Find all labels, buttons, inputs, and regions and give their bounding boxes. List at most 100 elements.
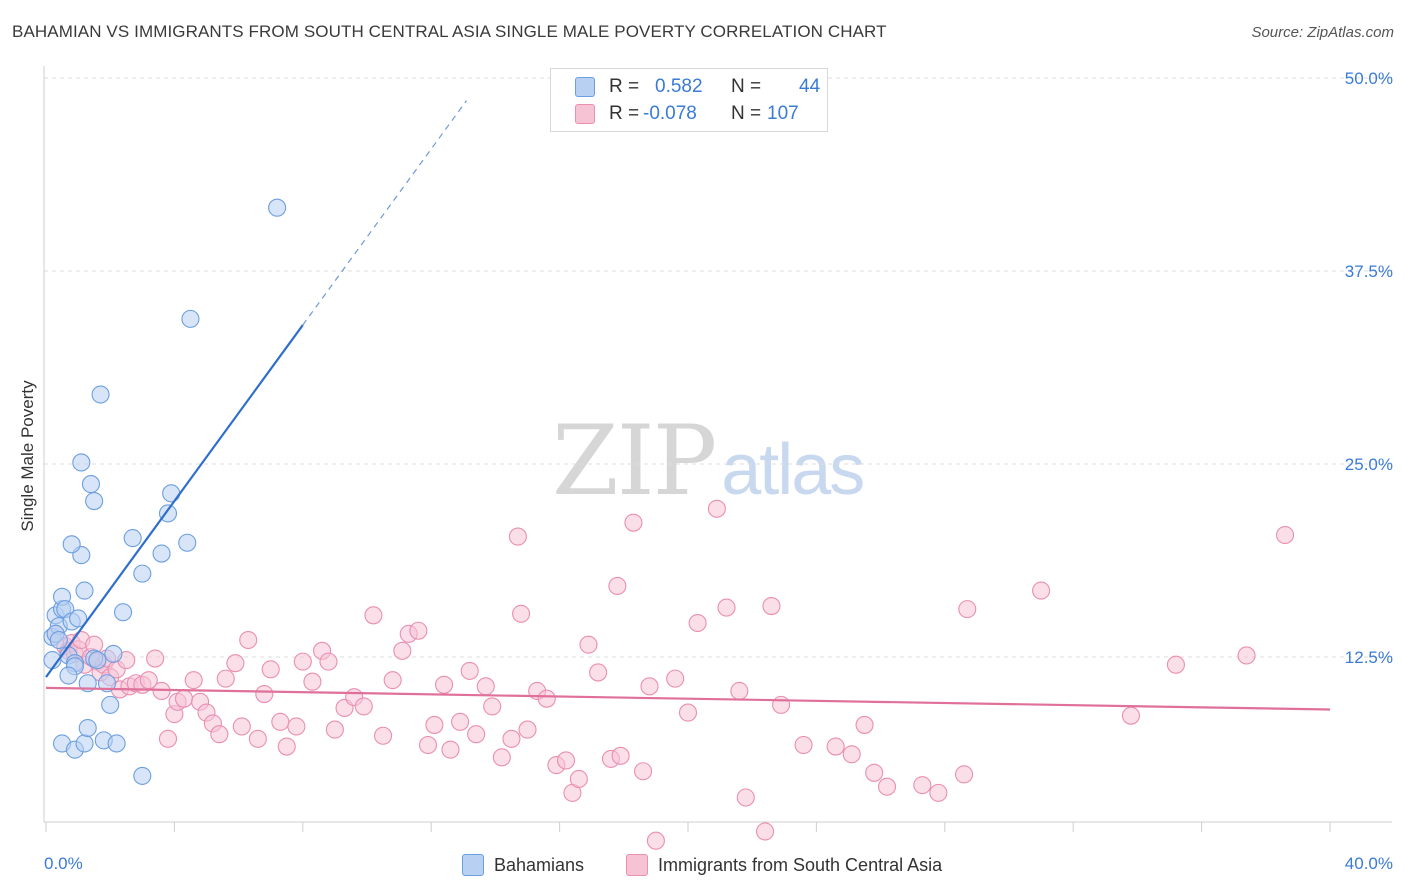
legend-swatch-pink bbox=[575, 104, 595, 124]
data-point-immigrants bbox=[589, 663, 608, 682]
data-point-immigrants bbox=[537, 689, 556, 708]
data-point-immigrants bbox=[1121, 706, 1141, 725]
data-point-immigrants bbox=[216, 669, 235, 688]
trend-line-immigrants bbox=[45, 686, 1331, 711]
data-point-bahamians bbox=[178, 533, 197, 552]
data-point-immigrants bbox=[958, 600, 977, 619]
data-point-immigrants bbox=[261, 660, 280, 679]
data-point-immigrants bbox=[1276, 525, 1295, 545]
data-point-bahamians bbox=[101, 695, 120, 714]
legend-n-value-1: 44 bbox=[799, 76, 821, 97]
data-point-immigrants bbox=[877, 777, 897, 796]
data-point-immigrants bbox=[730, 681, 749, 701]
y-tick-label: 37.5% bbox=[1345, 262, 1393, 281]
axes bbox=[43, 66, 1392, 832]
data-point-bahamians bbox=[78, 718, 97, 738]
bottom-legend-immigrants: Immigrants from South Central Asia bbox=[626, 852, 942, 878]
data-point-immigrants bbox=[210, 725, 229, 744]
data-point-immigrants bbox=[794, 735, 813, 755]
data-point-bahamians bbox=[113, 603, 133, 622]
data-point-bahamians bbox=[181, 309, 200, 328]
watermark: ZIPatlas bbox=[552, 405, 865, 517]
data-point-bahamians bbox=[59, 666, 78, 685]
data-point-immigrants bbox=[393, 641, 412, 660]
data-point-immigrants bbox=[248, 729, 267, 748]
data-point-bahamians bbox=[133, 564, 152, 583]
bottom-swatch-blue bbox=[462, 854, 484, 876]
data-point-immigrants bbox=[762, 596, 781, 616]
data-point-immigrants bbox=[441, 740, 460, 759]
data-point-immigrants bbox=[232, 717, 251, 736]
data-point-immigrants bbox=[955, 765, 974, 784]
bottom-swatch-pink bbox=[626, 854, 648, 876]
data-point-bahamians bbox=[72, 453, 91, 472]
trend-line-bahamians-extension bbox=[302, 100, 467, 326]
trend-lines bbox=[45, 100, 1331, 711]
legend-r-label-2: R = bbox=[609, 103, 640, 124]
data-point-immigrants bbox=[929, 783, 948, 802]
data-point-immigrants bbox=[287, 717, 306, 736]
data-point-immigrants bbox=[717, 598, 736, 617]
data-point-immigrants bbox=[271, 712, 290, 731]
data-point-bahamians bbox=[62, 535, 81, 554]
data-point-immigrants bbox=[303, 672, 322, 691]
data-point-immigrants bbox=[1166, 655, 1185, 674]
data-point-bahamians bbox=[85, 492, 104, 511]
data-point-immigrants bbox=[842, 745, 861, 764]
data-point-immigrants bbox=[325, 720, 344, 739]
data-point-immigrants bbox=[688, 613, 707, 633]
data-point-immigrants bbox=[634, 762, 653, 781]
data-point-immigrants bbox=[158, 729, 178, 748]
legend-r-value-1: 0.582 bbox=[655, 76, 703, 97]
legend-n-label: N = bbox=[731, 76, 762, 97]
data-point-bahamians bbox=[75, 734, 94, 753]
data-point-immigrants bbox=[226, 654, 245, 673]
correlation-legend: R = 0.582 N = 44 R = -0.078 N = 107 bbox=[550, 68, 828, 132]
tick-labels: 12.5% 25.0% 37.5% 50.0% 0.0% 40.0% bbox=[44, 69, 1393, 873]
data-point-bahamians bbox=[88, 651, 107, 670]
data-point-bahamians bbox=[123, 529, 142, 548]
data-point-bahamians bbox=[81, 475, 100, 494]
gridlines bbox=[44, 77, 1392, 658]
data-point-immigrants bbox=[434, 675, 454, 694]
data-point-bahamians bbox=[69, 609, 88, 628]
data-point-immigrants bbox=[418, 735, 438, 755]
data-point-bahamians bbox=[97, 674, 117, 693]
data-point-immigrants bbox=[409, 621, 428, 640]
data-point-immigrants bbox=[425, 715, 444, 734]
y-axis-label: Single Male Poverty bbox=[18, 380, 37, 532]
data-point-immigrants bbox=[483, 697, 502, 716]
data-point-bahamians bbox=[268, 198, 287, 217]
data-point-immigrants bbox=[146, 649, 165, 668]
data-point-immigrants bbox=[755, 822, 775, 841]
data-point-immigrants bbox=[476, 677, 495, 696]
watermark-zip: ZIP bbox=[552, 405, 717, 517]
data-point-bahamians bbox=[133, 766, 152, 785]
data-point-immigrants bbox=[502, 729, 521, 748]
legend-n-value-2: 107 bbox=[767, 103, 799, 124]
data-point-immigrants bbox=[646, 831, 665, 850]
series-immigrants-points bbox=[46, 499, 1295, 850]
trend-line-bahamians bbox=[45, 324, 304, 678]
data-point-immigrants bbox=[736, 788, 755, 807]
data-point-immigrants bbox=[383, 671, 402, 690]
y-tick-label: 25.0% bbox=[1345, 455, 1393, 474]
data-point-immigrants bbox=[608, 576, 627, 596]
watermark-atlas: atlas bbox=[721, 430, 865, 510]
data-point-immigrants bbox=[277, 737, 296, 756]
data-point-bahamians bbox=[75, 581, 94, 600]
data-point-immigrants bbox=[865, 763, 884, 782]
data-point-immigrants bbox=[460, 661, 479, 680]
y-tick-label: 50.0% bbox=[1345, 69, 1393, 88]
data-point-immigrants bbox=[508, 527, 527, 546]
data-point-immigrants bbox=[293, 652, 312, 671]
data-point-immigrants bbox=[364, 606, 383, 625]
source-label: Source: ZipAtlas.com bbox=[1251, 24, 1394, 41]
data-point-immigrants bbox=[579, 635, 598, 654]
data-point-immigrants bbox=[666, 669, 685, 688]
data-point-bahamians bbox=[107, 734, 126, 753]
data-point-immigrants bbox=[556, 751, 576, 770]
data-point-immigrants bbox=[354, 697, 373, 716]
data-point-immigrants bbox=[569, 769, 588, 789]
